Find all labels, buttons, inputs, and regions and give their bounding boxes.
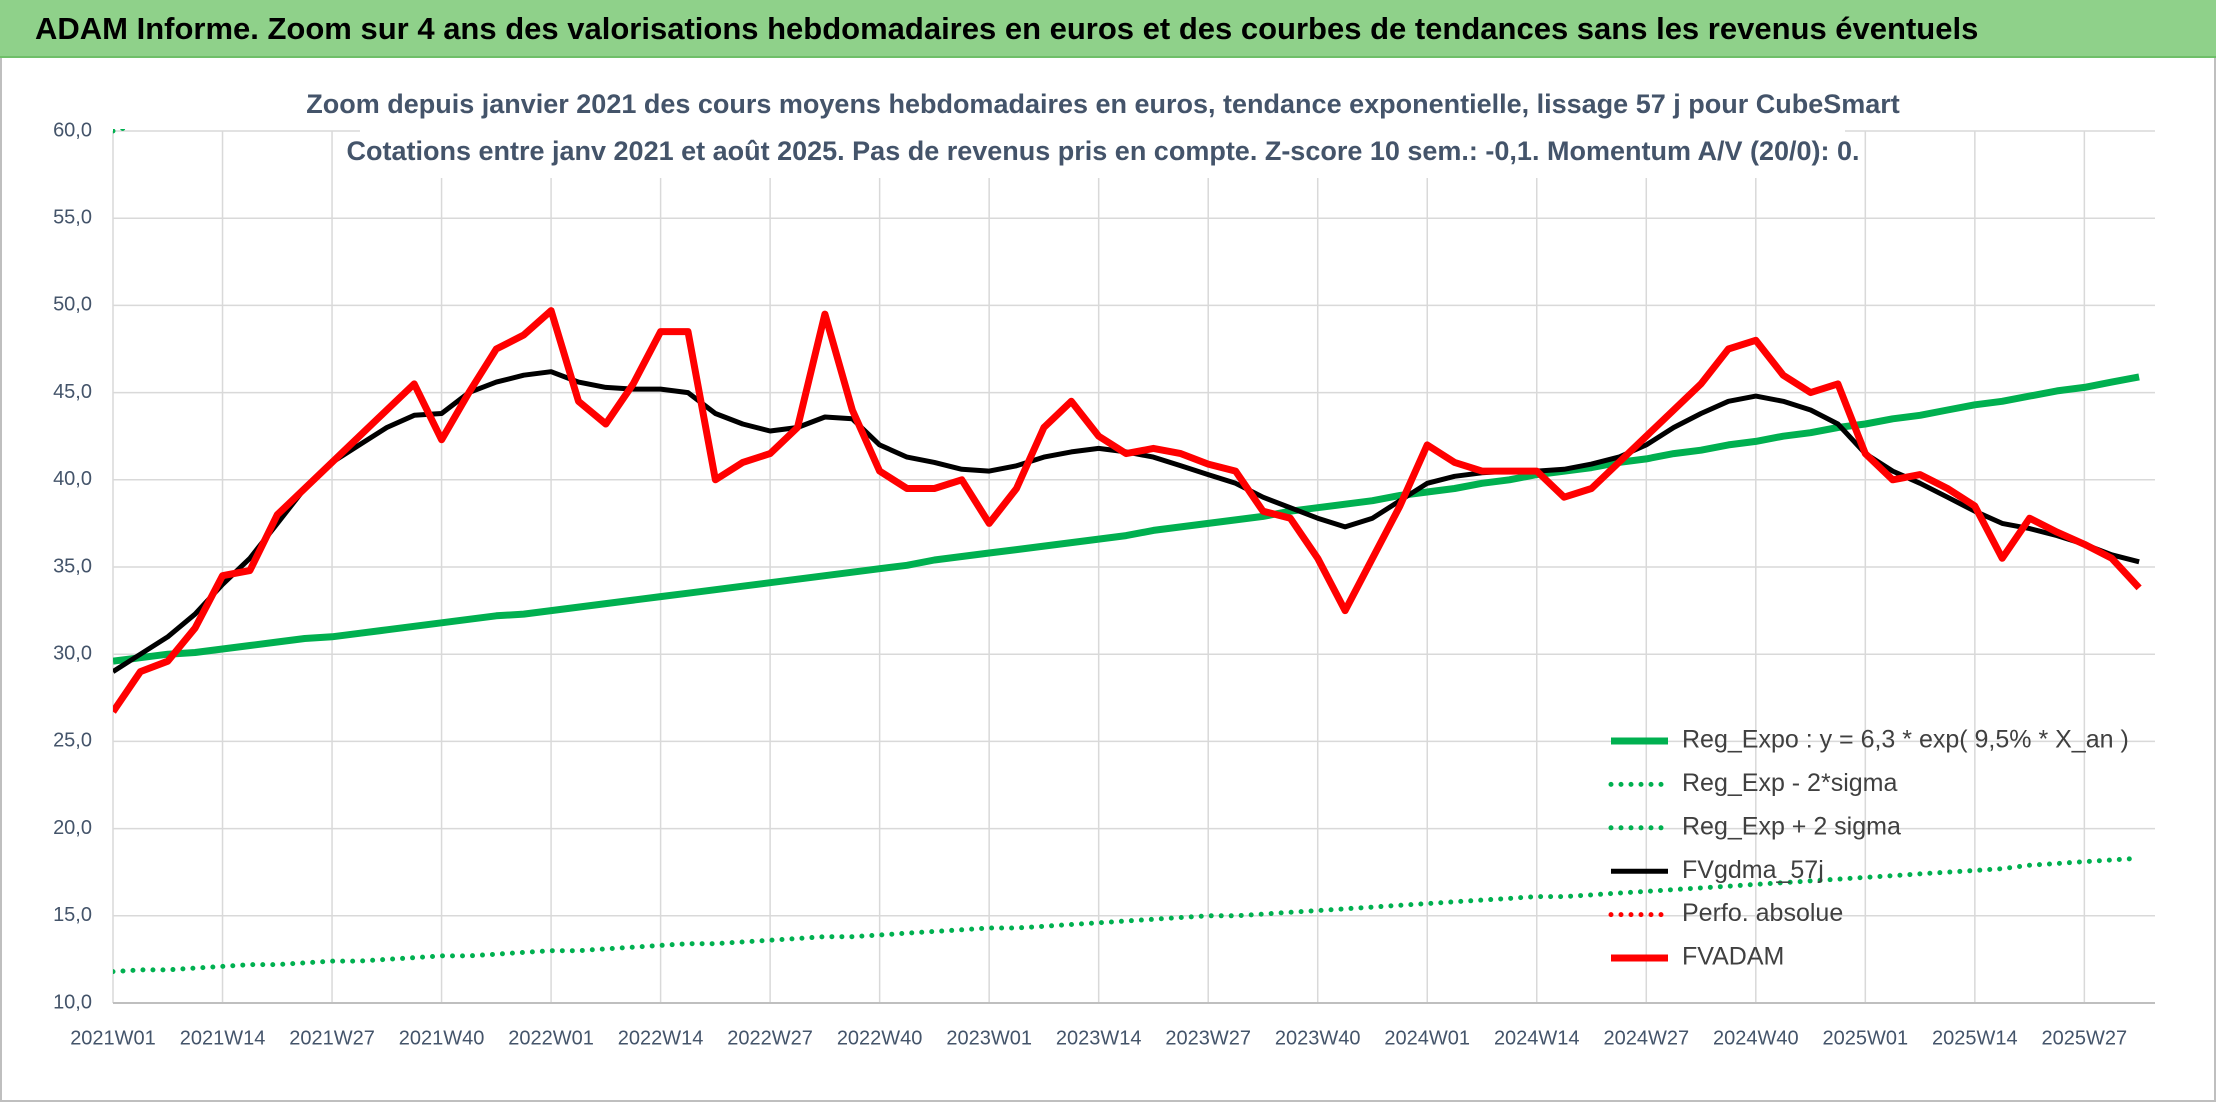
y-tick-label: 15,0 [53,904,92,926]
y-tick-label: 10,0 [53,991,92,1013]
legend-label: Reg_Expo : y = 6,3 * exp( 9,5% * X_an ) [1682,726,2129,754]
x-tick-label: 2024W27 [1603,1027,1689,1049]
x-tick-label: 2022W01 [508,1027,594,1049]
legend: Reg_Expo : y = 6,3 * exp( 9,5% * X_an ) R… [1608,726,2129,971]
x-tick-label: 2025W27 [2042,1027,2128,1049]
x-tick-label: 2022W40 [837,1027,923,1049]
x-tick-label: 2021W14 [180,1027,266,1049]
x-tick-label: 2025W14 [1932,1027,2018,1049]
x-tick-label: 2021W40 [399,1027,485,1049]
x-tick-label: 2023W40 [1275,1027,1361,1049]
legend-label: Reg_Exp - 2*sigma [1682,769,1897,797]
x-tick-label: 2025W01 [1823,1027,1909,1049]
x-tick-label: 2021W27 [289,1027,375,1049]
y-tick-label: 35,0 [53,555,92,577]
y-tick-label: 20,0 [53,817,92,839]
x-tick-label: 2023W14 [1056,1027,1142,1049]
y-tick-label: 40,0 [53,468,92,490]
series-line [113,373,2140,665]
x-tick-label: 2024W14 [1494,1027,1580,1049]
x-tick-label: 2024W40 [1713,1027,1799,1049]
y-tick-label: 50,0 [53,294,92,316]
y-tick-label: 55,0 [53,206,92,228]
grid [112,130,2155,1004]
series-line [113,307,2142,714]
series-line [113,855,2142,975]
x-tick-label: 2022W14 [618,1027,704,1049]
subtitle-line: Cotations entre janv 2021 et août 2025. … [346,136,1859,166]
subtitle-line: Zoom depuis janvier 2021 des cours moyen… [306,89,1900,119]
legend-label: FVgdma_57j [1682,856,1824,884]
x-tick-label: 2023W01 [946,1027,1032,1049]
y-tick-label: 45,0 [53,381,92,403]
legend-label: Perfo. absolue [1682,899,1843,927]
y-tick-label: 60,0 [53,119,92,141]
legend-label: Reg_Exp + 2 sigma [1682,812,1901,840]
header-band [0,0,2216,57]
x-tick-label: 2024W01 [1384,1027,1470,1049]
chart-title: ADAM Informe. Zoom sur 4 ans des valoris… [35,11,1978,46]
subtitle-box [360,84,1845,178]
y-tick-label: 30,0 [53,642,92,664]
y-tick-label: 25,0 [53,730,92,752]
x-tick-label: 2021W01 [70,1027,156,1049]
axis-labels: 10,0 15,0 20,0 25,0 30,0 35,0 40,0 45,0 50,0 55,0… [53,119,2127,1049]
x-tick-label: 2023W27 [1165,1027,1251,1049]
legend-label: FVADAM [1682,943,1784,971]
x-tick-label: 2022W27 [727,1027,813,1049]
plot-lines [113,129,2142,975]
